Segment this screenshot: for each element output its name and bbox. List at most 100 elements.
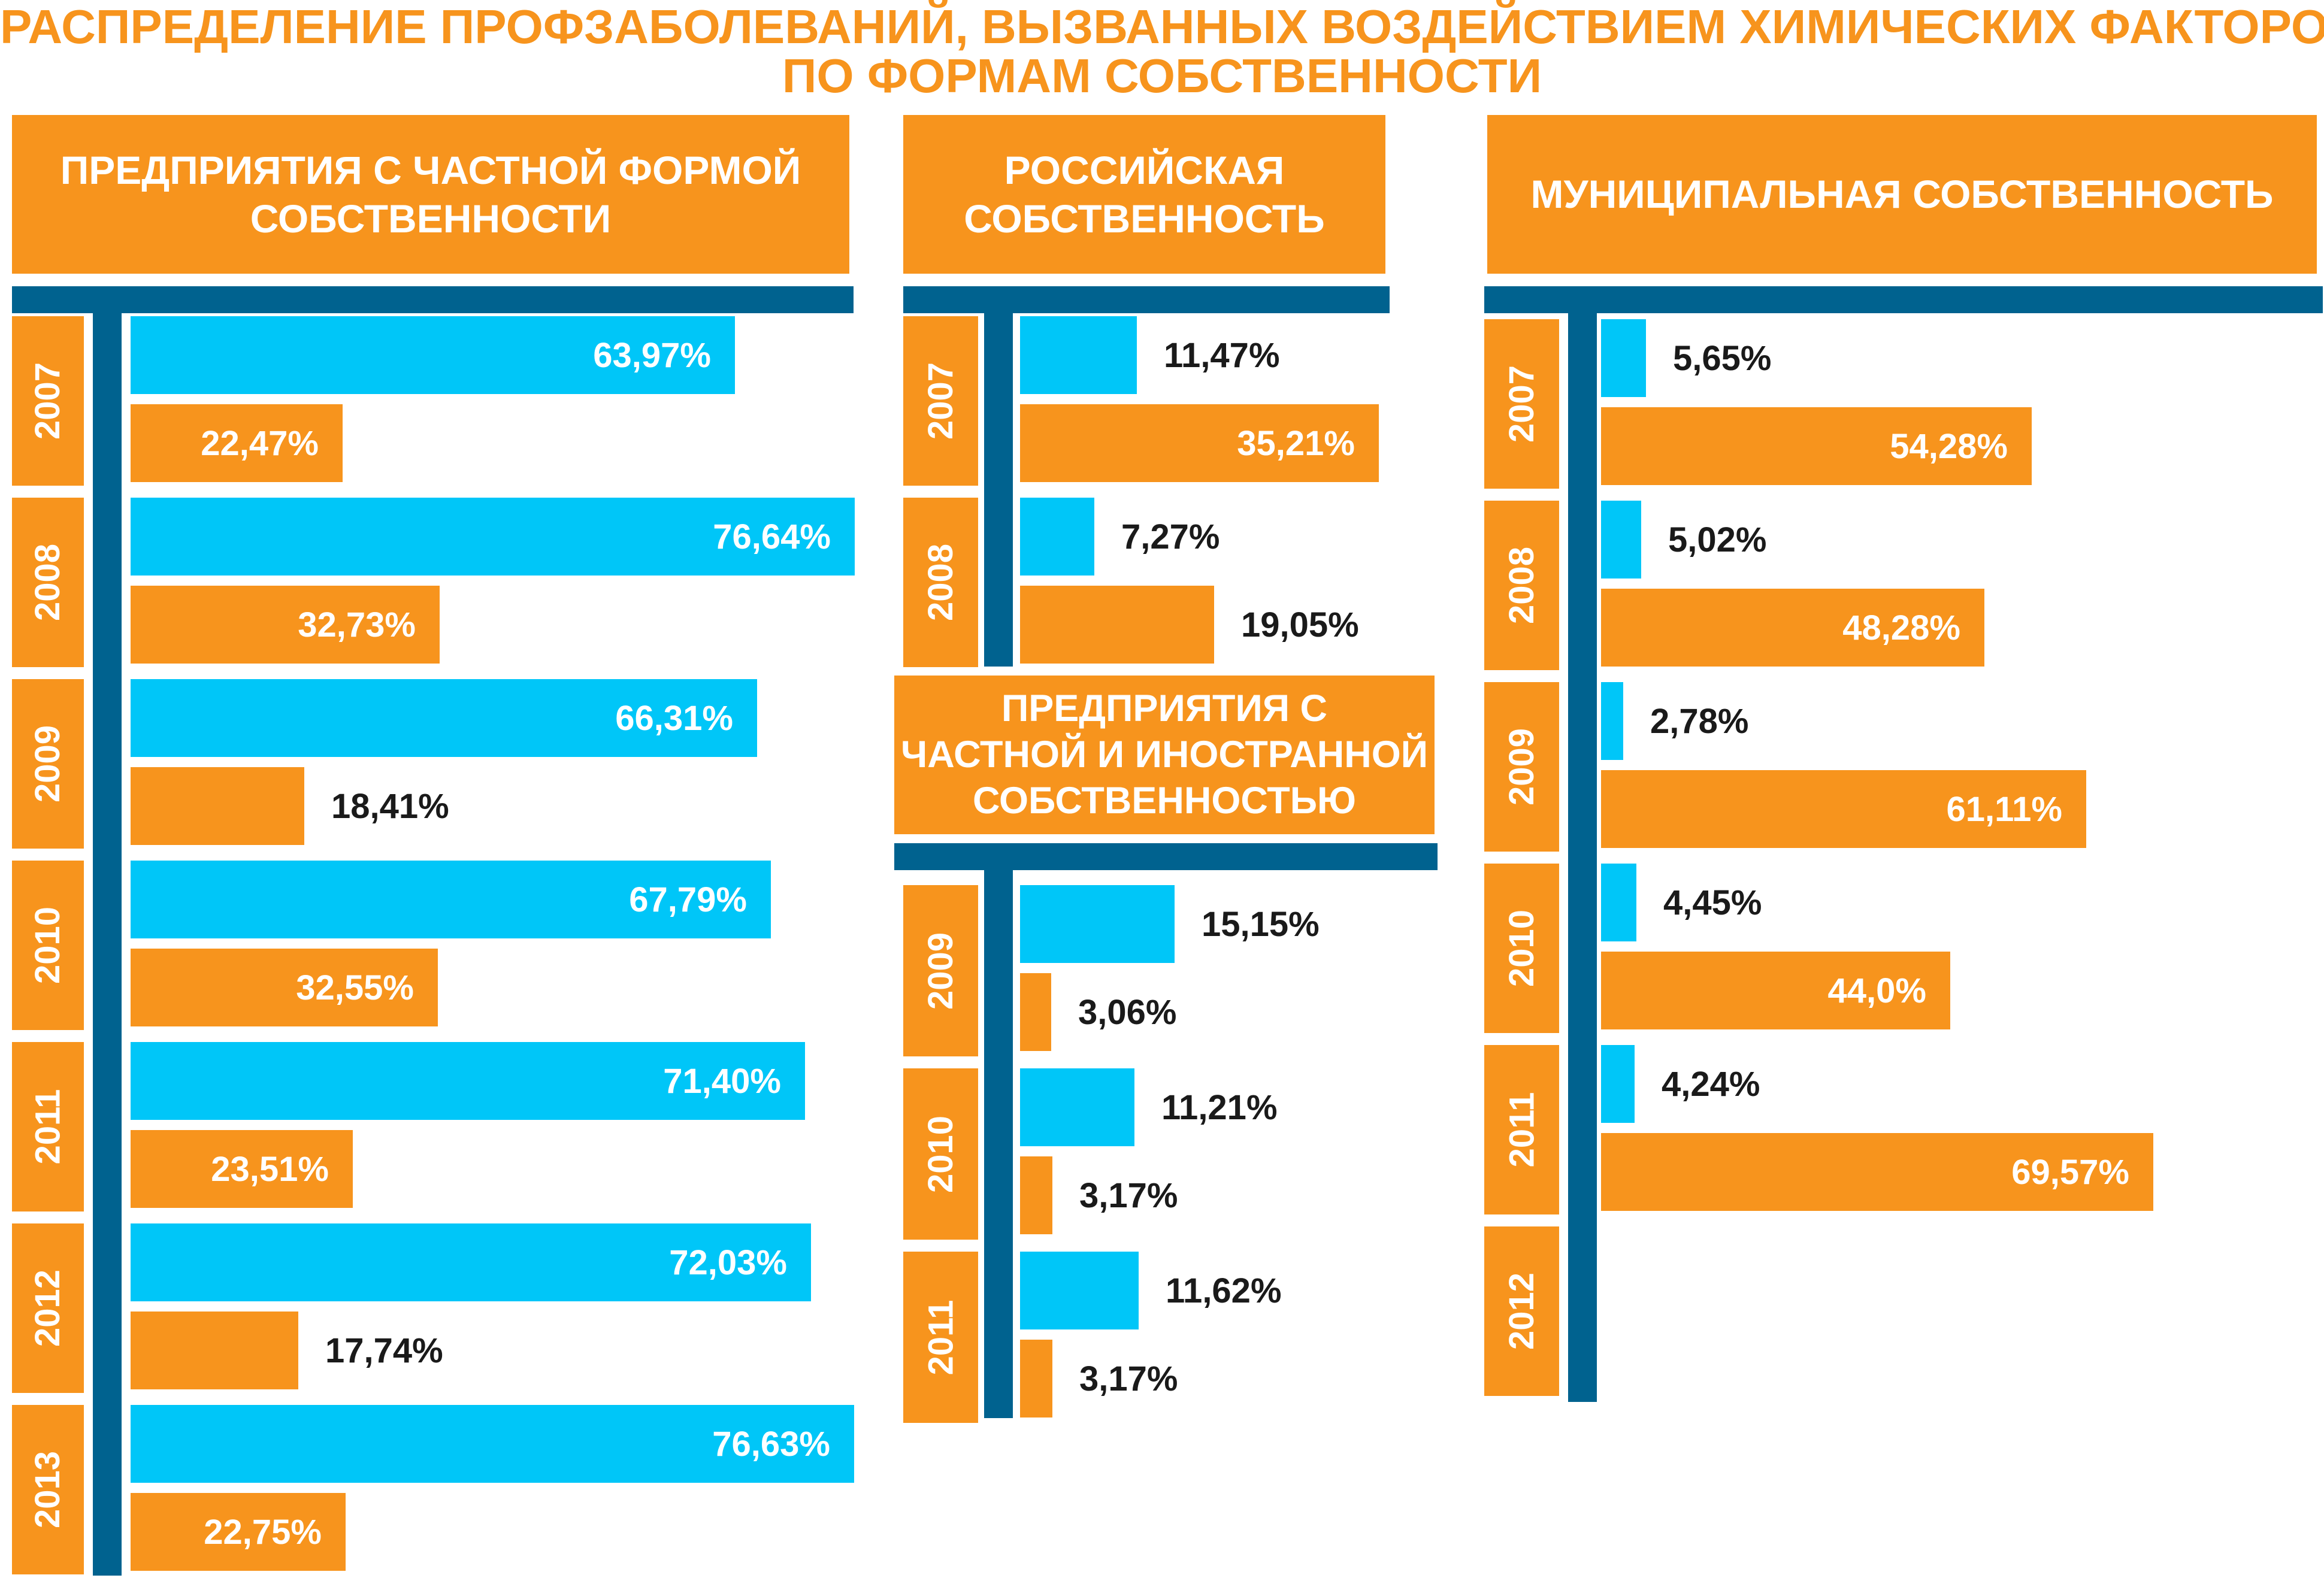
- year-label-text: 2009: [921, 932, 960, 1010]
- year-label-text: 2010: [1502, 909, 1541, 988]
- year-label: 2008: [12, 498, 84, 667]
- year-label: 2012: [12, 1223, 84, 1393]
- axis-vertical-bar: [984, 313, 1013, 667]
- year-label: 2011: [903, 1252, 978, 1423]
- bar-private-2008-s2: [131, 586, 440, 664]
- data-label: 2,78%: [1650, 701, 1749, 741]
- panel-header-russian: РОССИЙСКАЯ СОБСТВЕННОСТЬ: [903, 115, 1385, 274]
- year-label: 2007: [12, 316, 84, 486]
- bar-foreign-2010-s2: [1020, 1156, 1052, 1234]
- bar-municipal-2008-s2: [1601, 589, 1984, 667]
- bar-private-2007-s2: [131, 404, 343, 482]
- data-label: 69,57%: [2011, 1152, 2129, 1192]
- year-label-text: 2007: [921, 362, 960, 440]
- bar-municipal-2007-s2: [1601, 407, 2032, 485]
- year-label-text: 2013: [28, 1450, 68, 1529]
- data-label: 11,62%: [1166, 1271, 1282, 1310]
- panel-header-municipal: МУНИЦИПАЛЬНАЯ СОБСТВЕННОСТЬ: [1487, 115, 2317, 274]
- data-label: 23,51%: [211, 1149, 329, 1189]
- year-label-text: 2012: [1502, 1272, 1541, 1350]
- chart-title-line-1: РАСПРЕДЕЛЕНИЕ ПРОФЗАБОЛЕВАНИЙ, ВЫЗВАННЫХ…: [0, 0, 2324, 53]
- data-label: 32,73%: [298, 605, 416, 644]
- panel-header-private: ПРЕДПРИЯТИЯ С ЧАСТНОЙ ФОРМОЙ СОБСТВЕННОСТ…: [12, 115, 849, 274]
- data-label: 18,41%: [331, 786, 449, 826]
- data-label: 11,47%: [1164, 335, 1280, 375]
- panel-title-line: СОБСТВЕННОСТИ: [250, 196, 612, 241]
- data-label: 3,06%: [1078, 992, 1177, 1032]
- data-label: 17,74%: [325, 1331, 443, 1370]
- data-label: 4,45%: [1663, 883, 1762, 922]
- bar-foreign-2009-s1: [1020, 885, 1175, 963]
- data-label: 4,24%: [1662, 1064, 1760, 1104]
- bar-russian-2008-s2: [1020, 586, 1214, 664]
- data-label: 15,15%: [1202, 904, 1320, 944]
- data-label: 5,02%: [1668, 520, 1767, 559]
- panel-header-foreign: ПРЕДПРИЯТИЯ С ЧАСТНОЙ И ИНОСТРАННОЙ СОБСТВ…: [894, 676, 1435, 834]
- panel-title-line: СОБСТВЕННОСТЬ: [964, 196, 1325, 241]
- data-label: 35,21%: [1237, 423, 1355, 463]
- year-label-text: 2010: [921, 1115, 960, 1193]
- bar-municipal-2009-s2: [1601, 770, 2086, 848]
- axis-horizontal-bar: [1484, 286, 2323, 313]
- year-label-text: 2007: [1502, 365, 1541, 443]
- year-label-text: 2011: [28, 1089, 68, 1165]
- bar-private-2009-s1: [131, 679, 757, 757]
- bar-private-2010-s1: [131, 861, 771, 938]
- data-label: 76,63%: [712, 1424, 830, 1464]
- data-label: 11,21%: [1161, 1088, 1278, 1127]
- year-label: 2010: [12, 861, 84, 1030]
- year-label: 2012: [1484, 1226, 1559, 1396]
- panel-title-line: ПРЕДПРИЯТИЯ С ЧАСТНОЙ ФОРМОЙ: [60, 147, 801, 192]
- data-label: 71,40%: [663, 1061, 781, 1101]
- bar-foreign-2011-s2: [1020, 1340, 1052, 1418]
- data-label: 44,0%: [1827, 971, 1926, 1010]
- data-label: 7,27%: [1121, 517, 1220, 556]
- bar-municipal-2010-s2: [1601, 952, 1950, 1029]
- data-label: 72,03%: [669, 1243, 787, 1282]
- panel-title-line: РОССИЙСКАЯ: [1004, 147, 1285, 192]
- axis-horizontal-bar: [903, 286, 1390, 313]
- bar-foreign-2010-s1: [1020, 1068, 1134, 1146]
- year-label: 2010: [1484, 864, 1559, 1033]
- axis-vertical-bar: [984, 870, 1013, 1418]
- year-label-text: 2009: [1502, 728, 1541, 806]
- year-label: 2007: [1484, 319, 1559, 489]
- data-label: 67,79%: [629, 880, 747, 919]
- data-label: 19,05%: [1241, 605, 1359, 644]
- axis-horizontal-bar: [12, 286, 854, 313]
- panel-title-line: ПРЕДПРИЯТИЯ С: [1001, 687, 1328, 730]
- year-label-text: 2007: [28, 362, 68, 440]
- bar-private-2013-s2: [131, 1493, 346, 1571]
- bar-private-2011-s1: [131, 1042, 805, 1120]
- bar-private-2013-s1: [131, 1405, 854, 1483]
- bar-municipal-2010-s1: [1601, 864, 1636, 941]
- bar-private-2012-s2: [131, 1312, 298, 1389]
- bar-private-2012-s1: [131, 1223, 811, 1301]
- year-label-text: 2009: [28, 725, 68, 803]
- year-label: 2007: [903, 316, 978, 486]
- year-label: 2013: [12, 1405, 84, 1574]
- bar-private-2007-s1: [131, 316, 735, 394]
- data-label: 61,11%: [1946, 789, 2062, 829]
- data-label: 22,47%: [201, 423, 319, 463]
- panel-title-line: СОБСТВЕННОСТЬЮ: [973, 779, 1356, 822]
- panel-title-line: МУНИЦИПАЛЬНАЯ СОБСТВЕННОСТЬ: [1530, 172, 2274, 217]
- year-label: 2008: [1484, 501, 1559, 670]
- data-label: 32,55%: [296, 968, 414, 1007]
- year-label-text: 2008: [1502, 546, 1541, 625]
- bar-private-2009-s2: [131, 767, 304, 845]
- bar-municipal-2007-s1: [1601, 319, 1646, 397]
- axis-vertical-bar: [93, 313, 122, 1576]
- year-label: 2008: [903, 498, 978, 667]
- data-label: 48,28%: [1842, 608, 1960, 647]
- panel-title-line: ЧАСТНОЙ И ИНОСТРАННОЙ: [900, 734, 1429, 776]
- year-label-text: 2010: [28, 906, 68, 985]
- bar-private-2011-s2: [131, 1130, 353, 1208]
- data-label: 54,28%: [1890, 426, 2008, 466]
- year-label: 2009: [1484, 682, 1559, 852]
- year-label: 2011: [1484, 1045, 1559, 1214]
- bar-foreign-2011-s1: [1020, 1252, 1139, 1329]
- year-label-text: 2008: [921, 543, 960, 622]
- bar-municipal-2011-s2: [1601, 1133, 2153, 1211]
